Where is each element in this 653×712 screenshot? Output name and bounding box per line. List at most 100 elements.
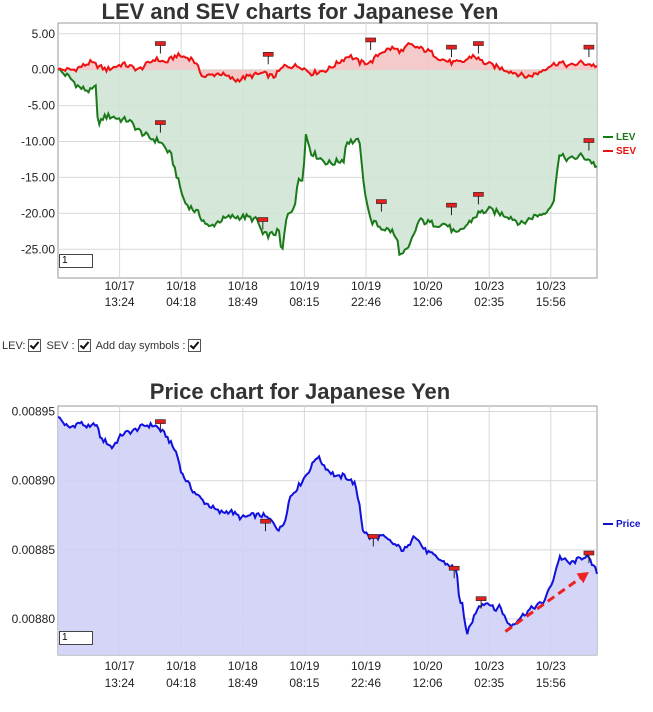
- day-marker-icon: [583, 138, 595, 151]
- day-marker-icon: [262, 52, 274, 65]
- x-tick-date: 10/17: [105, 659, 135, 673]
- x-tick-time: 15:56: [536, 676, 566, 690]
- x-tick-time: 12:06: [413, 676, 443, 690]
- x-tick-date: 10/18: [166, 279, 196, 293]
- chart-controls: LEV: SEV : Add day symbols :: [2, 339, 204, 352]
- x-tick-date: 10/23: [474, 659, 504, 673]
- series-line-sev: [57, 41, 598, 84]
- x-tick-time: 08:15: [289, 676, 319, 690]
- x-tick-time: 02:35: [474, 676, 504, 690]
- x-tick-time: 02:35: [474, 295, 504, 309]
- x-tick-time: 18:49: [228, 676, 258, 690]
- day-marker-flag: [448, 565, 460, 571]
- sev-label: SEV :: [46, 339, 75, 352]
- chart-title: LEV and SEV charts for Japanese Yen: [102, 0, 499, 24]
- x-tick-date: 10/19: [289, 659, 319, 673]
- x-tick-date: 10/23: [474, 279, 504, 293]
- y-tick-label: 0.00885: [12, 543, 56, 557]
- day-marker-icon: [155, 120, 166, 133]
- y-tick-label: 5.00: [32, 27, 56, 41]
- x-tick-time: 15:56: [536, 295, 566, 309]
- legend-label-lev: LEV: [616, 132, 636, 143]
- y-tick-label: -5.00: [28, 99, 56, 113]
- day-marker-icon: [583, 44, 595, 58]
- day-marker-flag: [257, 217, 269, 222]
- day-marker-icon: [475, 596, 487, 609]
- day-marker-flag: [583, 550, 595, 556]
- day-marker-flag: [155, 41, 166, 46]
- x-tick-time: 04:18: [166, 295, 196, 309]
- x-tick-time: 22:46: [351, 295, 381, 309]
- y-tick-label: 0.00880: [12, 612, 56, 626]
- day-marker-flag: [376, 199, 387, 204]
- day-marker-flag: [155, 419, 166, 424]
- x-tick-time: 12:06: [413, 295, 443, 309]
- x-tick-time: 04:18: [166, 676, 196, 690]
- x-tick-date: 10/23: [536, 659, 566, 673]
- x-tick-date: 10/23: [536, 279, 566, 293]
- x-tick-date: 10/19: [351, 279, 381, 293]
- day-marker-flag: [446, 202, 457, 208]
- y-tick-label: -10.00: [21, 135, 55, 149]
- x-tick-date: 10/17: [105, 279, 135, 293]
- x-tick-time: 08:15: [289, 295, 319, 309]
- day-marker-flag: [368, 534, 379, 539]
- day-marker-icon: [448, 565, 460, 579]
- day-marker-flag: [446, 44, 457, 50]
- day-marker-icon: [260, 518, 271, 532]
- x-tick-date: 10/20: [413, 279, 443, 293]
- day-marker-icon: [368, 534, 379, 547]
- x-tick-time: 22:46: [351, 676, 381, 690]
- day-marker-icon: [473, 41, 484, 54]
- day-marker-icon: [473, 192, 484, 205]
- trend-arrow-head: [576, 572, 589, 584]
- legend-label-price: Price: [616, 519, 641, 530]
- day-marker-icon: [376, 199, 387, 212]
- day-marker-icon: [155, 41, 166, 54]
- day-symbols-checkbox[interactable]: [188, 339, 202, 352]
- y-tick-label: -20.00: [21, 206, 55, 220]
- price-zoom-input[interactable]: 1: [59, 631, 93, 645]
- day-marker-flag: [473, 41, 484, 46]
- day-marker-icon: [583, 550, 595, 564]
- x-tick-date: 10/20: [413, 659, 443, 673]
- x-tick-time: 18:49: [228, 295, 258, 309]
- x-tick-time: 13:24: [105, 295, 135, 309]
- chart-title: Price chart for Japanese Yen: [150, 379, 450, 404]
- legend-label-sev: SEV: [616, 146, 636, 157]
- y-tick-label: 0.00: [32, 63, 56, 77]
- day-symbols-label: Add day symbols :: [95, 339, 186, 352]
- day-marker-flag: [155, 120, 166, 125]
- day-marker-icon: [155, 419, 166, 432]
- day-marker-flag: [260, 518, 271, 524]
- lev-sev-zoom-input[interactable]: 1: [59, 254, 93, 268]
- sev-checkbox[interactable]: [77, 339, 91, 352]
- x-tick-date: 10/19: [351, 659, 381, 673]
- day-marker-flag: [583, 138, 595, 143]
- lev-label: LEV:: [2, 339, 26, 352]
- day-marker-flag: [583, 44, 595, 50]
- y-tick-label: 0.00890: [12, 474, 56, 488]
- day-marker-icon: [446, 202, 457, 216]
- x-tick-time: 13:24: [105, 676, 135, 690]
- day-marker-icon: [257, 217, 269, 230]
- lev-checkbox[interactable]: [28, 339, 42, 352]
- y-tick-label: -15.00: [21, 170, 55, 184]
- day-marker-icon: [446, 44, 457, 58]
- x-tick-date: 10/18: [166, 659, 196, 673]
- y-tick-label: -25.00: [21, 242, 55, 256]
- series-line-lev: [57, 68, 598, 257]
- x-tick-date: 10/18: [228, 659, 258, 673]
- day-marker-flag: [475, 596, 487, 601]
- series-line-price: [57, 416, 598, 635]
- day-marker-flag: [262, 52, 274, 57]
- day-marker-icon: [365, 37, 376, 50]
- day-marker-flag: [365, 37, 376, 43]
- y-tick-label: 0.00895: [12, 405, 56, 419]
- x-tick-date: 10/18: [228, 279, 258, 293]
- x-tick-date: 10/19: [289, 279, 319, 293]
- series-area-price: [58, 417, 597, 655]
- day-marker-flag: [473, 192, 484, 197]
- trend-arrow-line: [504, 570, 590, 633]
